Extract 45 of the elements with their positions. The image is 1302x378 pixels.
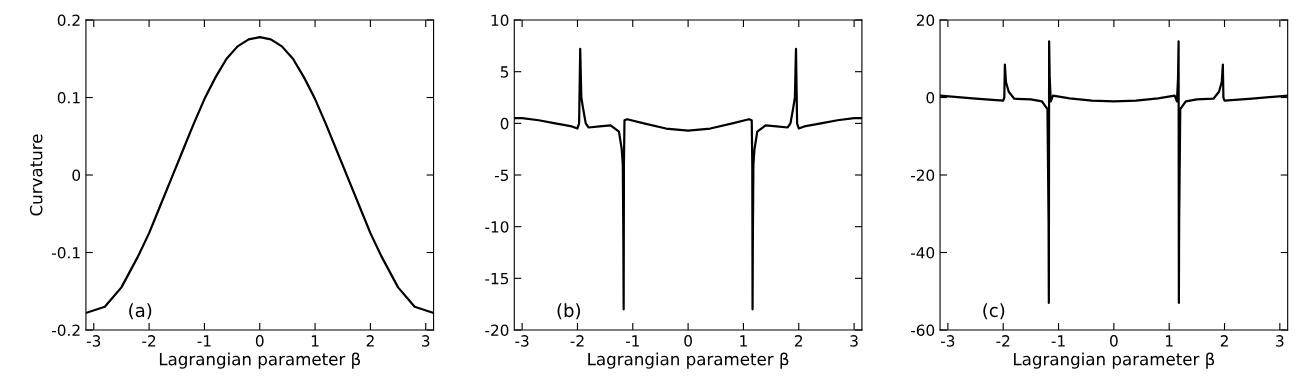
- y-tick-label: -60: [910, 324, 935, 337]
- x-tick-label: -3: [515, 335, 529, 347]
- x-tick-label: -1: [1051, 335, 1065, 347]
- x-tick-label: 2: [1220, 335, 1228, 347]
- y-tick-label: 10: [491, 14, 509, 27]
- x-tick-label: 1: [1166, 335, 1173, 347]
- x-tick-label: -3: [86, 335, 101, 347]
- y-tick-label: 5: [500, 66, 509, 78]
- x-tick-label: 2: [795, 335, 803, 347]
- y-tick-label: -20: [910, 169, 935, 182]
- y-tick-label: -40: [910, 246, 935, 259]
- annotation: (c): [983, 303, 1005, 320]
- y-tick-label: -0.2: [52, 324, 80, 337]
- x-tick-label: -2: [570, 335, 584, 347]
- x-tick-label: -3: [941, 335, 955, 347]
- x-tick-label: 2: [366, 335, 374, 347]
- annotation: (b): [557, 303, 580, 320]
- x-tick-label: 3: [1276, 335, 1284, 347]
- x-tick-label: 3: [422, 335, 430, 347]
- x-axis-title: Lagrangian parameter β: [1014, 352, 1215, 369]
- x-tick-label: 1: [740, 335, 747, 347]
- y-tick-label: -20: [485, 324, 509, 337]
- y-tick-label: 20: [916, 14, 935, 27]
- y-tick-label: 0.1: [57, 91, 80, 104]
- x-tick-label: 1: [311, 335, 319, 347]
- x-tick-label: -2: [142, 335, 156, 347]
- x-tick-label: 0: [684, 335, 692, 347]
- y-axis-title: Curvature: [29, 134, 43, 216]
- x-tick-label: 0: [255, 335, 264, 347]
- x-axis-title: Lagrangian parameter β: [588, 352, 789, 369]
- x-axis-title: Lagrangian parameter β: [159, 352, 361, 369]
- annotation: (a): [129, 303, 152, 320]
- y-tick-label: -0.1: [52, 246, 80, 259]
- y-tick-label: -10: [485, 221, 509, 233]
- x-tick-label: -2: [996, 335, 1010, 347]
- x-tick-label: -1: [625, 335, 639, 347]
- y-tick-label: 0.2: [57, 14, 80, 27]
- y-tick-label: 0: [72, 169, 81, 182]
- y-tick-label: -5: [494, 169, 509, 182]
- x-tick-label: 3: [850, 335, 858, 347]
- y-tick-label: 0: [926, 91, 935, 104]
- y-tick-label: -15: [485, 273, 509, 285]
- x-tick-label: 0: [1110, 335, 1118, 347]
- y-tick-label: 0: [500, 117, 509, 130]
- x-tick-label: -1: [197, 335, 211, 347]
